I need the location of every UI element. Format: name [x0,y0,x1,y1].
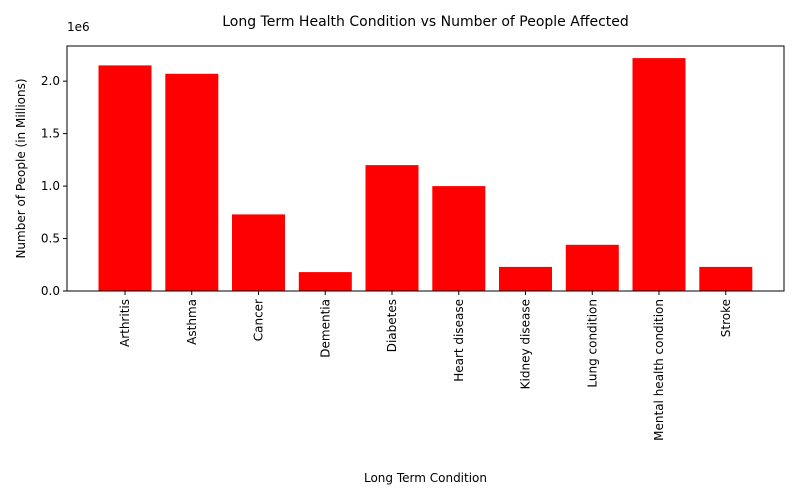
chart-title: Long Term Health Condition vs Number of … [222,14,629,30]
x-tick-label: Kidney disease [519,299,533,389]
y-tick-label: 0.5 [41,232,60,246]
bar-asthma [165,73,219,291]
y-offset-label: 1e6 [67,20,90,34]
y-axis-label: Number of People (in Millions) [14,78,28,258]
bar-arthritis [98,65,152,292]
x-tick-label: Asthma [185,299,199,345]
bar-mental-health-condition [632,58,686,291]
x-tick-label: Diabetes [385,299,399,352]
y-tick-label: 0.0 [41,284,60,298]
x-tick-label: Arthritis [118,299,132,347]
x-axis: Arthritis Asthma Cancer Dementia Diabetes Hea… [118,291,733,441]
x-tick-label: Cancer [252,299,266,341]
y-tick-label: 2.0 [41,74,60,88]
bar-kidney-disease [499,266,552,291]
y-tick-label: 1.5 [41,127,60,141]
x-tick-label: Mental health condition [652,299,666,441]
bar-heart-disease [432,186,486,291]
bar-dementia [298,272,352,291]
x-tick-label: Heart disease [452,299,466,382]
x-tick-label: Dementia [318,299,332,358]
bar-diabetes [365,165,419,291]
bar-stroke [699,266,753,291]
x-tick-label: Lung condition [585,299,599,388]
plot-frame [66,45,785,292]
y-axis: 0.0 0.5 1.0 1.5 2.0 [41,74,67,298]
y-tick-label: 1.0 [41,179,60,193]
x-tick-label: Stroke [719,299,733,337]
x-axis-label: Long Term Condition [364,471,487,485]
bar-lung-condition [565,244,619,291]
bar-cancer [232,214,285,291]
bars-group [98,58,753,292]
